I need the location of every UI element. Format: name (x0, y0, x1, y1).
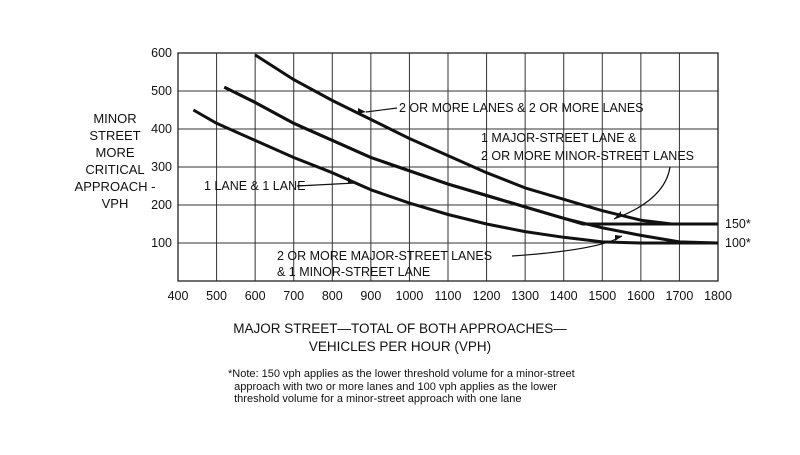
y-tick-label: 500 (151, 84, 172, 98)
x-label-line: MAJOR STREET—TOTAL OF BOTH APPROACHES— (233, 321, 567, 336)
x-tick-label: 400 (168, 289, 189, 303)
y-axis-label: MINOR STREET MORE CRITICAL APPROACH - VP… (70, 110, 160, 212)
y-label-line: APPROACH - (74, 179, 156, 194)
x-axis-label: MAJOR STREET—TOTAL OF BOTH APPROACHES— V… (180, 320, 620, 356)
annotation-arrow (296, 182, 356, 187)
note-line: approach with two or more lanes and 100 … (228, 380, 557, 393)
series-line (254, 53, 718, 226)
annotation-2-1: & 1 MINOR-STREET LANE (277, 265, 430, 279)
x-tick-label: 1500 (588, 289, 616, 303)
x-tick-label: 1100 (435, 289, 462, 303)
arrow-head (615, 235, 622, 241)
x-tick-label: 700 (283, 289, 304, 303)
y-tick-label: 300 (151, 160, 172, 174)
arrow-head (358, 108, 366, 114)
x-label-line: VEHICLES PER HOUR (VPH) (308, 339, 492, 354)
y-label-line: MORE (95, 145, 135, 160)
footnote: *Note: 150 vph applies as the lower thre… (228, 368, 648, 406)
annotation-1-2: 1 MAJOR-STREET LANE & (481, 131, 637, 145)
x-tick-label: 800 (322, 289, 343, 303)
note-line: *Note: 150 vph applies as the lower thre… (228, 368, 575, 380)
x-tick-label: 1800 (704, 289, 732, 303)
series-line (192, 108, 718, 245)
y-label-line: VPH (101, 196, 129, 211)
x-tick-label: 1600 (627, 289, 655, 303)
annotation-2-1: 2 OR MORE MAJOR-STREET LANES (277, 249, 492, 263)
y-label-line: STREET (89, 128, 141, 143)
arrow-head (614, 211, 621, 219)
y-tick-label: 400 (151, 122, 172, 136)
annotation-2-2: 2 OR MORE LANES & 2 OR MORE LANES (399, 101, 644, 115)
annotation-arrow (613, 166, 671, 220)
x-tick-label: 600 (245, 289, 266, 303)
annotation-arrow (365, 107, 398, 113)
x-tick-label: 1700 (666, 289, 694, 303)
y-label-line: MINOR (93, 111, 137, 126)
plot-frame (177, 52, 719, 282)
threshold-label-100: 100* (725, 236, 751, 250)
series-line (223, 85, 719, 245)
y-tick-label: 600 (151, 46, 172, 60)
x-tick-label: 500 (206, 289, 227, 303)
y-label-line: CRITICAL (85, 162, 145, 177)
threshold-label-150: 150* (725, 217, 751, 231)
x-tick-label: 900 (360, 289, 381, 303)
x-tick-label: 1400 (550, 289, 578, 303)
note-line: threshold volume for a minor-street appr… (228, 393, 522, 405)
y-tick-label: 200 (151, 198, 172, 212)
annotation-1-1: 1 LANE & 1 LANE (204, 179, 305, 193)
x-tick-label: 1000 (396, 289, 424, 303)
annotation-1-2: 2 OR MORE MINOR-STREET LANES (481, 149, 694, 163)
arrow-head (348, 177, 355, 183)
y-tick-label: 100 (151, 236, 172, 250)
x-tick-label: 1300 (511, 289, 539, 303)
x-tick-label: 1200 (473, 289, 501, 303)
